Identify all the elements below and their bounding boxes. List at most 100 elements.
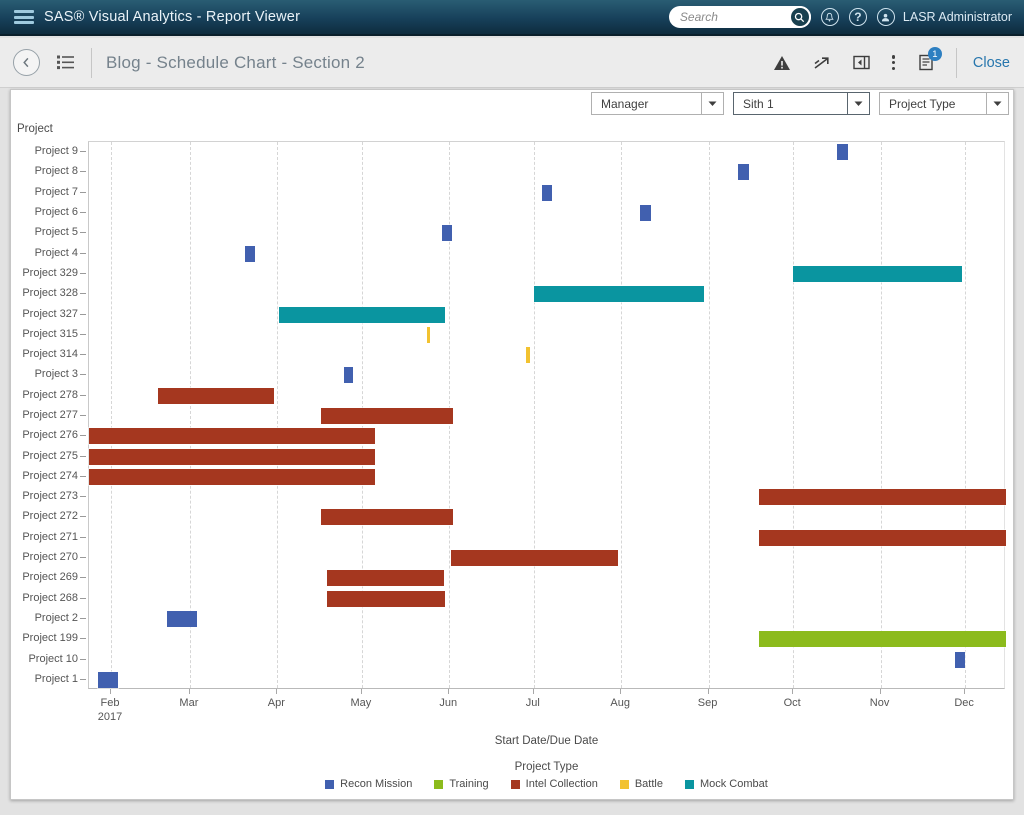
back-button[interactable] bbox=[13, 49, 40, 76]
chevron-down-icon[interactable] bbox=[701, 93, 723, 114]
task-bar-project-274[interactable] bbox=[89, 468, 375, 485]
task-bar-project-327[interactable] bbox=[278, 306, 446, 323]
alerts-warning-icon[interactable] bbox=[773, 55, 791, 71]
task-bar-project-199[interactable] bbox=[759, 631, 1006, 648]
month-gridline bbox=[708, 142, 710, 688]
task-bar-project-270[interactable] bbox=[450, 550, 619, 567]
x-axis-title: Start Date/Due Date bbox=[494, 735, 599, 747]
legend-swatch bbox=[619, 779, 629, 789]
task-bar-project-3[interactable] bbox=[343, 367, 354, 384]
close-button[interactable]: Close bbox=[972, 54, 1010, 71]
y-axis-tick bbox=[80, 151, 86, 153]
y-axis-tick bbox=[80, 252, 86, 254]
y-axis-label: Project 271 bbox=[22, 530, 78, 543]
y-axis-tick bbox=[80, 272, 86, 274]
chevron-down-icon[interactable] bbox=[847, 93, 869, 114]
task-bar-project-329[interactable] bbox=[793, 265, 963, 282]
legend-label: Mock Combat bbox=[699, 778, 768, 790]
y-axis-label: Project 8 bbox=[34, 165, 78, 178]
notifications-bell-icon[interactable] bbox=[820, 8, 839, 26]
y-axis-label: Project 268 bbox=[22, 591, 78, 604]
y-axis-tick bbox=[80, 597, 86, 599]
task-bar-project-314[interactable] bbox=[526, 347, 530, 364]
report-content: Manager Sith 1 Project Type Project Start … bbox=[0, 89, 1024, 815]
legend-title: Project Type bbox=[514, 761, 579, 773]
plot-area bbox=[88, 141, 1006, 689]
report-toc-icon[interactable] bbox=[56, 54, 75, 71]
search-input[interactable] bbox=[679, 10, 788, 24]
chevron-down-icon[interactable] bbox=[986, 93, 1008, 114]
filter-controls: Manager Sith 1 Project Type bbox=[582, 92, 1009, 115]
task-bar-project-278[interactable] bbox=[157, 387, 275, 404]
legend-item-training[interactable]: Training bbox=[434, 778, 489, 790]
y-axis-label: Project 1 bbox=[34, 672, 78, 685]
legend-item-intel-collection[interactable]: Intel Collection bbox=[510, 778, 598, 790]
legend-swatch bbox=[684, 779, 694, 789]
y-axis-tick bbox=[80, 333, 86, 335]
more-options-kebab-icon[interactable] bbox=[891, 55, 896, 70]
x-axis-year-label: 2017 bbox=[97, 711, 123, 723]
y-axis-label: Project 274 bbox=[22, 469, 78, 482]
task-bar-project-269[interactable] bbox=[326, 570, 444, 587]
filter-arrow-icon[interactable] bbox=[813, 55, 831, 71]
x-axis-tick bbox=[964, 689, 966, 694]
task-bar-project-272[interactable] bbox=[320, 509, 454, 526]
y-axis-tick bbox=[80, 374, 86, 376]
task-bar-project-5[interactable] bbox=[442, 225, 453, 242]
task-bar-project-10[interactable] bbox=[955, 651, 966, 668]
task-bar-project-277[interactable] bbox=[320, 408, 454, 424]
task-bar-project-328[interactable] bbox=[533, 286, 705, 303]
filter-dropdown-sith-1[interactable]: Sith 1 bbox=[733, 92, 870, 115]
x-axis-tick bbox=[879, 689, 881, 694]
toolbar-divider bbox=[91, 47, 92, 78]
task-bar-project-271[interactable] bbox=[759, 529, 1006, 546]
application-bar: SAS® Visual Analytics - Report Viewer ? … bbox=[0, 0, 1024, 36]
search-icon[interactable] bbox=[788, 6, 811, 28]
y-axis-tick bbox=[80, 415, 86, 416]
task-bar-project-315[interactable] bbox=[426, 326, 431, 343]
x-axis-label: Jul bbox=[525, 697, 540, 709]
task-bar-project-268[interactable] bbox=[326, 590, 446, 607]
report-toolbar: Blog - Schedule Chart - Section 2 1 Clos… bbox=[0, 38, 1024, 88]
y-axis-tick bbox=[80, 232, 86, 234]
y-axis-label: Project 269 bbox=[22, 571, 78, 584]
legend-item-mock-combat[interactable]: Mock Combat bbox=[684, 778, 768, 790]
collapse-panel-icon[interactable] bbox=[853, 55, 870, 70]
help-icon[interactable]: ? bbox=[848, 8, 867, 26]
filter-dropdown-manager[interactable]: Manager bbox=[591, 92, 724, 115]
legend-label: Intel Collection bbox=[525, 778, 598, 790]
task-bar-project-276[interactable] bbox=[89, 428, 375, 445]
y-axis-title: Project bbox=[17, 123, 53, 135]
y-axis-tick bbox=[80, 313, 86, 315]
legend-item-battle[interactable]: Battle bbox=[619, 778, 663, 790]
filter-dropdown-project-type[interactable]: Project Type bbox=[879, 92, 1009, 115]
legend-swatch bbox=[510, 779, 520, 789]
comments-icon[interactable]: 1 bbox=[918, 47, 942, 71]
task-bar-project-4[interactable] bbox=[244, 245, 255, 262]
task-bar-project-275[interactable] bbox=[89, 448, 375, 465]
menu-icon[interactable] bbox=[14, 10, 34, 24]
user-avatar-icon[interactable] bbox=[876, 8, 895, 26]
task-bar-project-1[interactable] bbox=[98, 671, 119, 688]
y-axis-label: Project 276 bbox=[22, 429, 78, 442]
legend-item-recon-mission[interactable]: Recon Mission bbox=[325, 778, 412, 790]
search-box[interactable] bbox=[668, 6, 811, 28]
user-name: LASR Administrator bbox=[902, 10, 1012, 24]
task-bar-project-9[interactable] bbox=[836, 144, 849, 161]
task-bar-project-7[interactable] bbox=[542, 184, 553, 201]
task-bar-project-2[interactable] bbox=[167, 610, 197, 627]
x-axis-tick bbox=[360, 689, 362, 694]
y-axis-tick bbox=[80, 678, 86, 680]
application-title: SAS® Visual Analytics - Report Viewer bbox=[44, 9, 301, 25]
y-axis-label: Project 10 bbox=[28, 652, 78, 665]
legend-label: Battle bbox=[634, 778, 663, 790]
dropdown-value: Manager bbox=[601, 96, 649, 111]
task-bar-project-6[interactable] bbox=[639, 205, 651, 222]
month-gridline bbox=[880, 142, 882, 688]
y-axis-tick bbox=[80, 577, 86, 579]
x-axis-tick bbox=[792, 689, 794, 694]
task-bar-project-273[interactable] bbox=[759, 489, 1006, 506]
toolbar-divider bbox=[955, 47, 957, 78]
task-bar-project-8[interactable] bbox=[738, 164, 750, 181]
x-axis-label: Sep bbox=[697, 697, 718, 709]
